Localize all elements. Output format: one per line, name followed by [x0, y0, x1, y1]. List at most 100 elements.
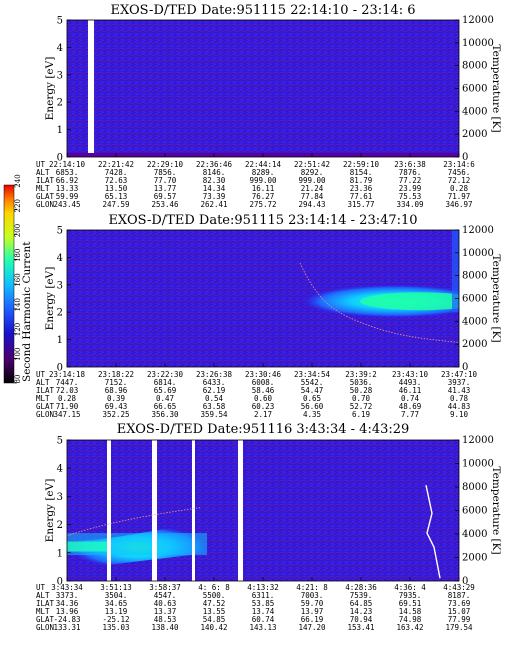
table-cell: 315.77	[347, 200, 374, 209]
table-cell: 75.53	[399, 192, 422, 201]
table-cell: 3504.	[105, 591, 128, 600]
data-gap	[88, 20, 94, 157]
table-cell: 48.53	[154, 615, 177, 624]
y2-tick-label: 4000	[462, 106, 487, 117]
table-cell: 56.60	[301, 402, 324, 411]
table-cell: 13.96	[56, 607, 79, 616]
table-cell: 0.74	[401, 394, 420, 403]
panel-title: EXOS-D/TED Date:951115 23:14:14 - 23:47:…	[108, 213, 417, 228]
table-cell: 50.28	[350, 386, 373, 395]
table-cell: 3:43:34	[51, 583, 83, 592]
colorbar-tick-label: 120	[14, 323, 22, 336]
y2-tick-label: 0	[462, 576, 468, 587]
table-cell: 72.63	[105, 176, 128, 185]
table-cell: 8187.	[448, 591, 471, 600]
y-tick-label: 0	[57, 363, 63, 374]
table-cell: 0.39	[107, 394, 125, 403]
table-cell: 2.17	[254, 410, 272, 419]
y2-tick-label: 0	[462, 152, 468, 163]
table-cell: 0.78	[450, 394, 469, 403]
y-tick-label: 5	[57, 226, 63, 237]
colorbar-tick-label: 140	[14, 298, 22, 311]
table-cell: 7935.	[399, 591, 422, 600]
y2-tick-label: 8000	[462, 271, 487, 282]
table-row-label: ILAT	[36, 599, 55, 608]
table-cell: 4:43:29	[443, 583, 475, 592]
table-cell: 40.63	[154, 599, 177, 608]
y-axis-label: Energy [eV]	[44, 479, 56, 543]
table-cell: 163.42	[396, 623, 423, 632]
data-gap	[238, 440, 243, 581]
table-cell: 62.19	[203, 386, 226, 395]
table-cell: 53.85	[252, 599, 275, 608]
y2-tick-label: 10000	[462, 248, 494, 259]
table-cell: 23:34:54	[294, 370, 331, 379]
table-cell: 23:22:30	[147, 370, 184, 379]
table-cell: 0.28	[58, 394, 77, 403]
panel-1: EXOS-D/TED Date:951115 22:14:10 - 23:14:…	[36, 3, 502, 209]
table-cell: 64.85	[350, 599, 373, 608]
table-cell: 65.69	[154, 386, 177, 395]
table-cell: 135.03	[102, 623, 129, 632]
table-cell: 23:14:18	[49, 370, 86, 379]
flux-edge	[452, 230, 459, 313]
table-cell: 133.31	[53, 623, 80, 632]
spectrogram	[67, 230, 459, 367]
ion-flux-core	[360, 292, 459, 311]
table-cell: 999.00	[298, 176, 326, 185]
data-gap	[192, 440, 195, 581]
table-cell: 76.27	[252, 192, 275, 201]
table-row-label: GLAT	[36, 615, 55, 624]
y2-tick-label: 8000	[462, 61, 487, 72]
table-cell: 13.97	[301, 607, 324, 616]
table-cell: 0.47	[156, 394, 174, 403]
table-cell: 52.72	[350, 402, 373, 411]
table-cell: 3373.	[56, 591, 79, 600]
table-cell: -24.83	[53, 615, 80, 624]
table-cell: 73.69	[448, 599, 471, 608]
table-cell: 77.84	[301, 192, 324, 201]
table-cell: 71.97	[448, 192, 471, 201]
data-gap	[152, 440, 157, 581]
y-tick-label: 3	[57, 70, 63, 81]
table-cell: 7856.	[154, 168, 177, 177]
table-cell: 7003.	[301, 591, 324, 600]
table-cell: 13.37	[154, 607, 177, 616]
table-cell: 138.40	[151, 623, 179, 632]
table-cell: 66.19	[301, 615, 324, 624]
table-cell: 23:26:38	[196, 370, 233, 379]
spectrogram	[67, 20, 459, 157]
y-tick-label: 4	[57, 253, 63, 264]
table-row-label: ALT	[36, 591, 50, 600]
table-cell: 247.59	[102, 200, 129, 209]
table-cell: 3:51:13	[100, 583, 132, 592]
table-cell: 82.30	[203, 176, 226, 185]
y2-axis-label: Temperature [K]	[490, 254, 502, 342]
table-cell: 4:21: 8	[296, 583, 328, 592]
panel-title: EXOS-D/TED Date:951115 22:14:10 - 23:14:…	[111, 3, 416, 18]
table-cell: 23:47:10	[441, 370, 478, 379]
table-cell: 77.61	[350, 192, 373, 201]
table-cell: 6433.	[203, 378, 226, 387]
y-tick-label: 1	[57, 548, 63, 559]
table-cell: 179.54	[445, 623, 473, 632]
table-cell: 352.25	[102, 410, 129, 419]
table-cell: 22:36:46	[196, 160, 233, 169]
table-cell: 63.58	[203, 402, 226, 411]
table-cell: 5542.	[301, 378, 324, 387]
colorbar-tick-label: 160	[14, 273, 22, 286]
y2-axis-label: Temperature [K]	[490, 466, 502, 554]
table-cell: 4:36: 4	[394, 583, 426, 592]
table-cell: 294.43	[298, 200, 325, 209]
table-cell: 8289.	[252, 168, 275, 177]
temperature-trace	[67, 507, 201, 537]
table-cell: 68.96	[105, 386, 128, 395]
table-cell: 77.22	[399, 176, 422, 185]
table-cell: 77.70	[154, 176, 177, 185]
table-cell: 6.19	[352, 410, 370, 419]
colorbar-tick-label: 240	[14, 174, 22, 187]
table-row-label: GLON	[36, 623, 54, 632]
colorbar-tick-label: 100	[14, 348, 22, 361]
table-cell: 7876.	[399, 168, 422, 177]
table-cell: 23:39:2	[345, 370, 377, 379]
